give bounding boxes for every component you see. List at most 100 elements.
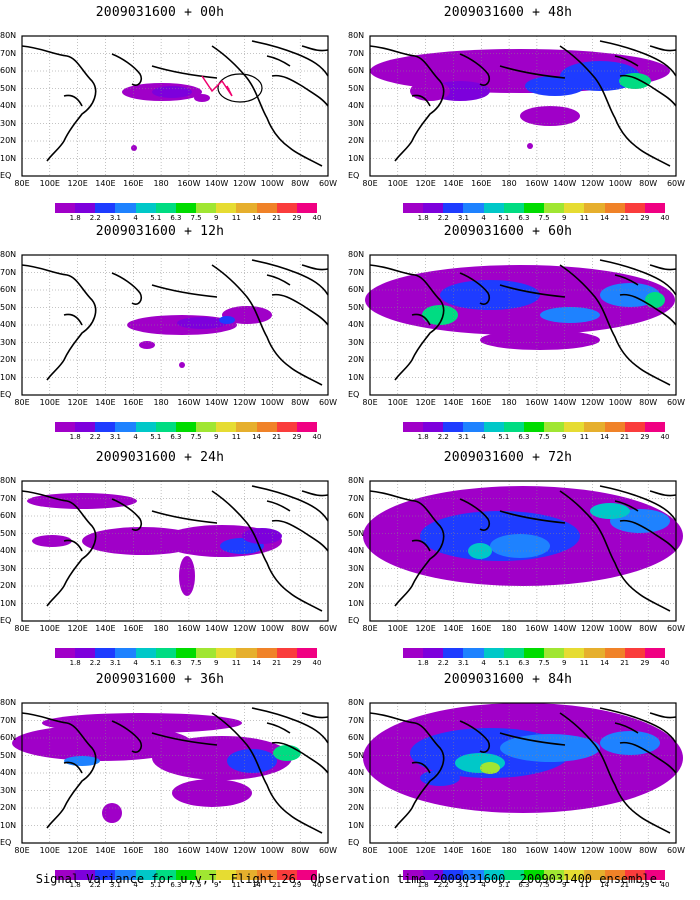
colorbar-label: 14: [252, 659, 261, 667]
x-tick-label: 80E: [362, 398, 378, 407]
coastline: [499, 732, 566, 746]
colorbar-swatch: [75, 648, 96, 658]
coastline: [499, 65, 566, 79]
y-tick-label: 20N: [0, 355, 17, 364]
x-tick-label: 160W: [177, 846, 201, 855]
coastline: [111, 272, 143, 305]
colorbar-label: 11: [579, 214, 589, 222]
panel-title: 2009031600 + 84h: [443, 672, 573, 687]
variance-contour: [525, 76, 585, 96]
coastline: [111, 720, 143, 753]
colorbar-swatch: [155, 422, 176, 432]
variance-contour: [152, 86, 192, 98]
x-tick-label: 140E: [443, 624, 464, 633]
colorbar-swatch: [443, 648, 464, 658]
colorbar-swatch: [503, 648, 524, 658]
colorbar-swatch: [296, 870, 318, 880]
x-tick-label: 100E: [387, 398, 408, 407]
colorbar-swatch: [196, 422, 217, 432]
colorbar-label: 21: [620, 659, 630, 667]
colorbar-swatch: [503, 203, 524, 213]
colorbar-label: 40: [660, 881, 670, 889]
map-plot: [21, 254, 329, 396]
colorbar-label: 9: [213, 881, 219, 889]
colorbar-swatch: [523, 422, 545, 432]
variance-contour: [422, 305, 458, 325]
y-tick-label: 20N: [0, 803, 17, 812]
colorbar-label: 40: [660, 659, 670, 667]
y-tick-label: EQ: [0, 838, 12, 847]
y-tick-label: 60N: [348, 285, 365, 294]
colorbar-swatch: [403, 422, 424, 432]
y-tick-label: 50N: [0, 528, 17, 538]
x-axis-labels: 80E 100E 120E 140E 160E 180 160W 140W 120W 100W 80…: [14, 624, 337, 636]
colorbar-swatch: [604, 422, 625, 432]
y-tick-label: EQ: [0, 171, 12, 180]
colorbar-labels: 1.8 2.2 3.1 4 5.1 6.3 7.5 9 11 14 21 29 40: [403, 433, 670, 443]
coastline: [369, 712, 445, 829]
coastline: [301, 712, 329, 719]
y-tick-label: 50N: [348, 750, 365, 760]
y-tick-label: 30N: [0, 337, 17, 347]
y-tick-label: 40N: [348, 546, 365, 555]
colorbar-label: 7.5: [538, 881, 550, 889]
x-tick-label: 140W: [553, 624, 577, 633]
colorbar-label: 1.8: [417, 433, 429, 441]
x-tick-label: 80E: [362, 179, 378, 188]
variance-contour: [645, 292, 665, 308]
colorbar-label: 2.2: [437, 433, 449, 441]
coastline: [411, 761, 431, 774]
panel-title: 2009031600 + 00h: [95, 5, 225, 20]
y-tick-label: 80N: [0, 31, 17, 40]
colorbar-label: 2.2: [437, 659, 449, 667]
colorbar-swatch: [604, 203, 625, 213]
x-tick-label: 80E: [362, 846, 378, 855]
map-panel: 2009031600 + 48h 80N 70N 60N 50N 40N 30N 20N 10N…: [348, 5, 685, 222]
colorbar-label: 14: [252, 433, 261, 441]
colorbar-label: 9: [561, 433, 567, 441]
colorbar-label: 9: [561, 659, 567, 667]
colorbar-label: 7.5: [190, 214, 202, 222]
colorbar-swatch: [95, 422, 116, 432]
colorbar-swatch: [175, 422, 197, 432]
x-tick-label: 60W: [666, 624, 686, 633]
y-tick-label: 70N: [0, 493, 17, 503]
colorbar-label: 7.5: [190, 433, 202, 441]
colorbar-swatch: [443, 203, 464, 213]
colorbar-label: 5.1: [498, 881, 510, 889]
colorbar-label: 3.1: [109, 881, 122, 889]
colorbar-swatch: [256, 648, 277, 658]
coastline: [271, 74, 329, 107]
colorbar-swatch: [644, 870, 666, 880]
coastline: [111, 53, 143, 86]
colorbar-swatch: [423, 870, 444, 880]
y-tick-label: 70N: [348, 48, 365, 58]
colorbar-label: 3.1: [457, 214, 470, 222]
x-tick-label: 180: [501, 398, 517, 407]
x-tick-label: 80W: [639, 846, 658, 855]
colorbar-swatch: [175, 648, 197, 658]
colorbar-swatch: [544, 870, 565, 880]
y-tick-label: 30N: [348, 785, 365, 795]
variance-contour: [527, 143, 533, 149]
colorbar-label: 9: [561, 214, 567, 222]
y-tick-label: 80N: [348, 250, 365, 259]
colorbar-swatch: [564, 648, 585, 658]
coastline: [459, 720, 491, 753]
y-tick-label: 40N: [0, 320, 17, 329]
colorbar-swatch: [483, 203, 504, 213]
panel-title: 2009031600 + 12h: [95, 224, 225, 239]
colorbar-swatch: [236, 203, 257, 213]
x-axis-labels: 80E 100E 120E 140E 160E 180 160W 140W 120W 100W 80…: [14, 398, 337, 410]
colorbar-swatch: [276, 870, 297, 880]
colorbar-label: 4: [133, 214, 138, 222]
colorbar-swatch: [544, 422, 565, 432]
variance-contour: [490, 534, 550, 558]
map-plot: [21, 480, 329, 622]
coastline: [211, 45, 323, 167]
x-tick-label: 100E: [39, 179, 60, 188]
y-tick-label: 40N: [348, 320, 365, 329]
y-tick-label: EQ: [0, 616, 12, 625]
x-axis-labels: 80E 100E 120E 140E 160E 180 160W 140W 120W 100W 80…: [362, 624, 685, 636]
y-tick-label: 30N: [348, 563, 365, 573]
